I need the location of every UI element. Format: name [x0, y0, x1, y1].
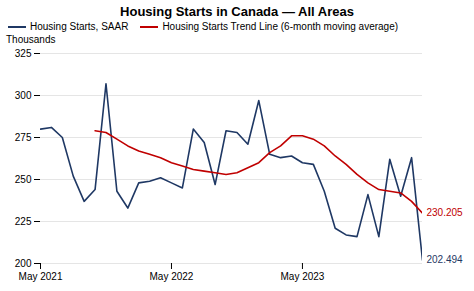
svg-text:275: 275 — [15, 132, 32, 143]
svg-text:230.205: 230.205 — [427, 207, 464, 218]
svg-text:225: 225 — [15, 216, 32, 227]
svg-text:300: 300 — [15, 90, 32, 101]
svg-text:May 2021: May 2021 — [19, 271, 63, 282]
svg-text:May 2023: May 2023 — [280, 271, 324, 282]
svg-text:200: 200 — [15, 258, 32, 269]
svg-text:202.494: 202.494 — [427, 254, 464, 265]
svg-text:325: 325 — [15, 48, 32, 59]
html-text:Housing Starts, SAAR: Housing Starts, SAAR — [30, 21, 129, 32]
html-text:Housing Starts Trend Line (6-m: Housing Starts Trend Line (6-month movin… — [162, 21, 399, 32]
html-text:Housing Starts in Canada — All: Housing Starts in Canada — All Areas — [120, 4, 354, 19]
svg-text:May 2022: May 2022 — [150, 271, 194, 282]
svg-text:250: 250 — [15, 174, 32, 185]
html-text:Thousands: Thousands — [6, 34, 56, 45]
